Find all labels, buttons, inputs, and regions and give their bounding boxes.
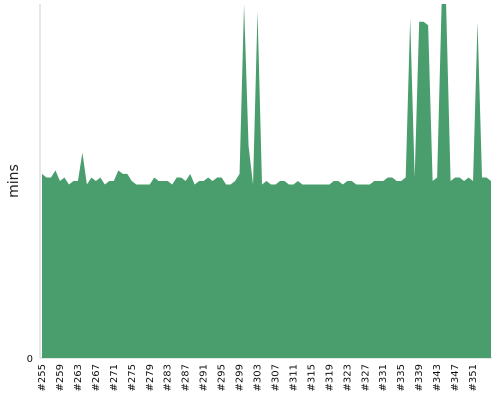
x-tick-label: #263 <box>73 364 84 391</box>
x-tick-label: #259 <box>55 364 66 391</box>
x-tick-label: #343 <box>432 364 443 391</box>
x-tick-label: #315 <box>306 364 317 391</box>
x-tick-label: #291 <box>199 364 210 391</box>
x-tick-label: #255 <box>37 364 48 391</box>
x-tick-label: #275 <box>127 364 138 391</box>
x-tick-label: #319 <box>324 364 335 391</box>
x-tick-label: #331 <box>378 364 389 391</box>
x-tick-label: #279 <box>145 364 156 391</box>
x-tick-label: #351 <box>468 364 479 391</box>
y-tick-labels: 0 <box>27 354 33 365</box>
x-tick-label: #335 <box>396 364 407 391</box>
x-tick-label: #323 <box>342 364 353 391</box>
x-tick-label: #267 <box>91 364 102 391</box>
series-area <box>42 4 491 358</box>
y-tick-label: 0 <box>27 354 33 365</box>
x-tick-label: #339 <box>414 364 425 391</box>
x-tick-label: #303 <box>253 364 264 391</box>
y-axis-title: mins <box>6 164 22 198</box>
x-tick-label: #311 <box>288 364 299 391</box>
x-tick-label: #327 <box>360 364 371 391</box>
x-tick-label: #271 <box>109 364 120 391</box>
x-tick-label: #347 <box>450 364 461 391</box>
x-tick-label: #295 <box>217 364 228 391</box>
x-tick-label: #283 <box>163 364 174 391</box>
x-tick-label: #287 <box>181 364 192 391</box>
x-tick-labels: #255 #259 #263 #267 #271 #275 #279 #283 #287 #291… <box>37 364 479 391</box>
x-tick-label: #299 <box>235 364 246 391</box>
x-tick-label: #307 <box>270 364 281 391</box>
